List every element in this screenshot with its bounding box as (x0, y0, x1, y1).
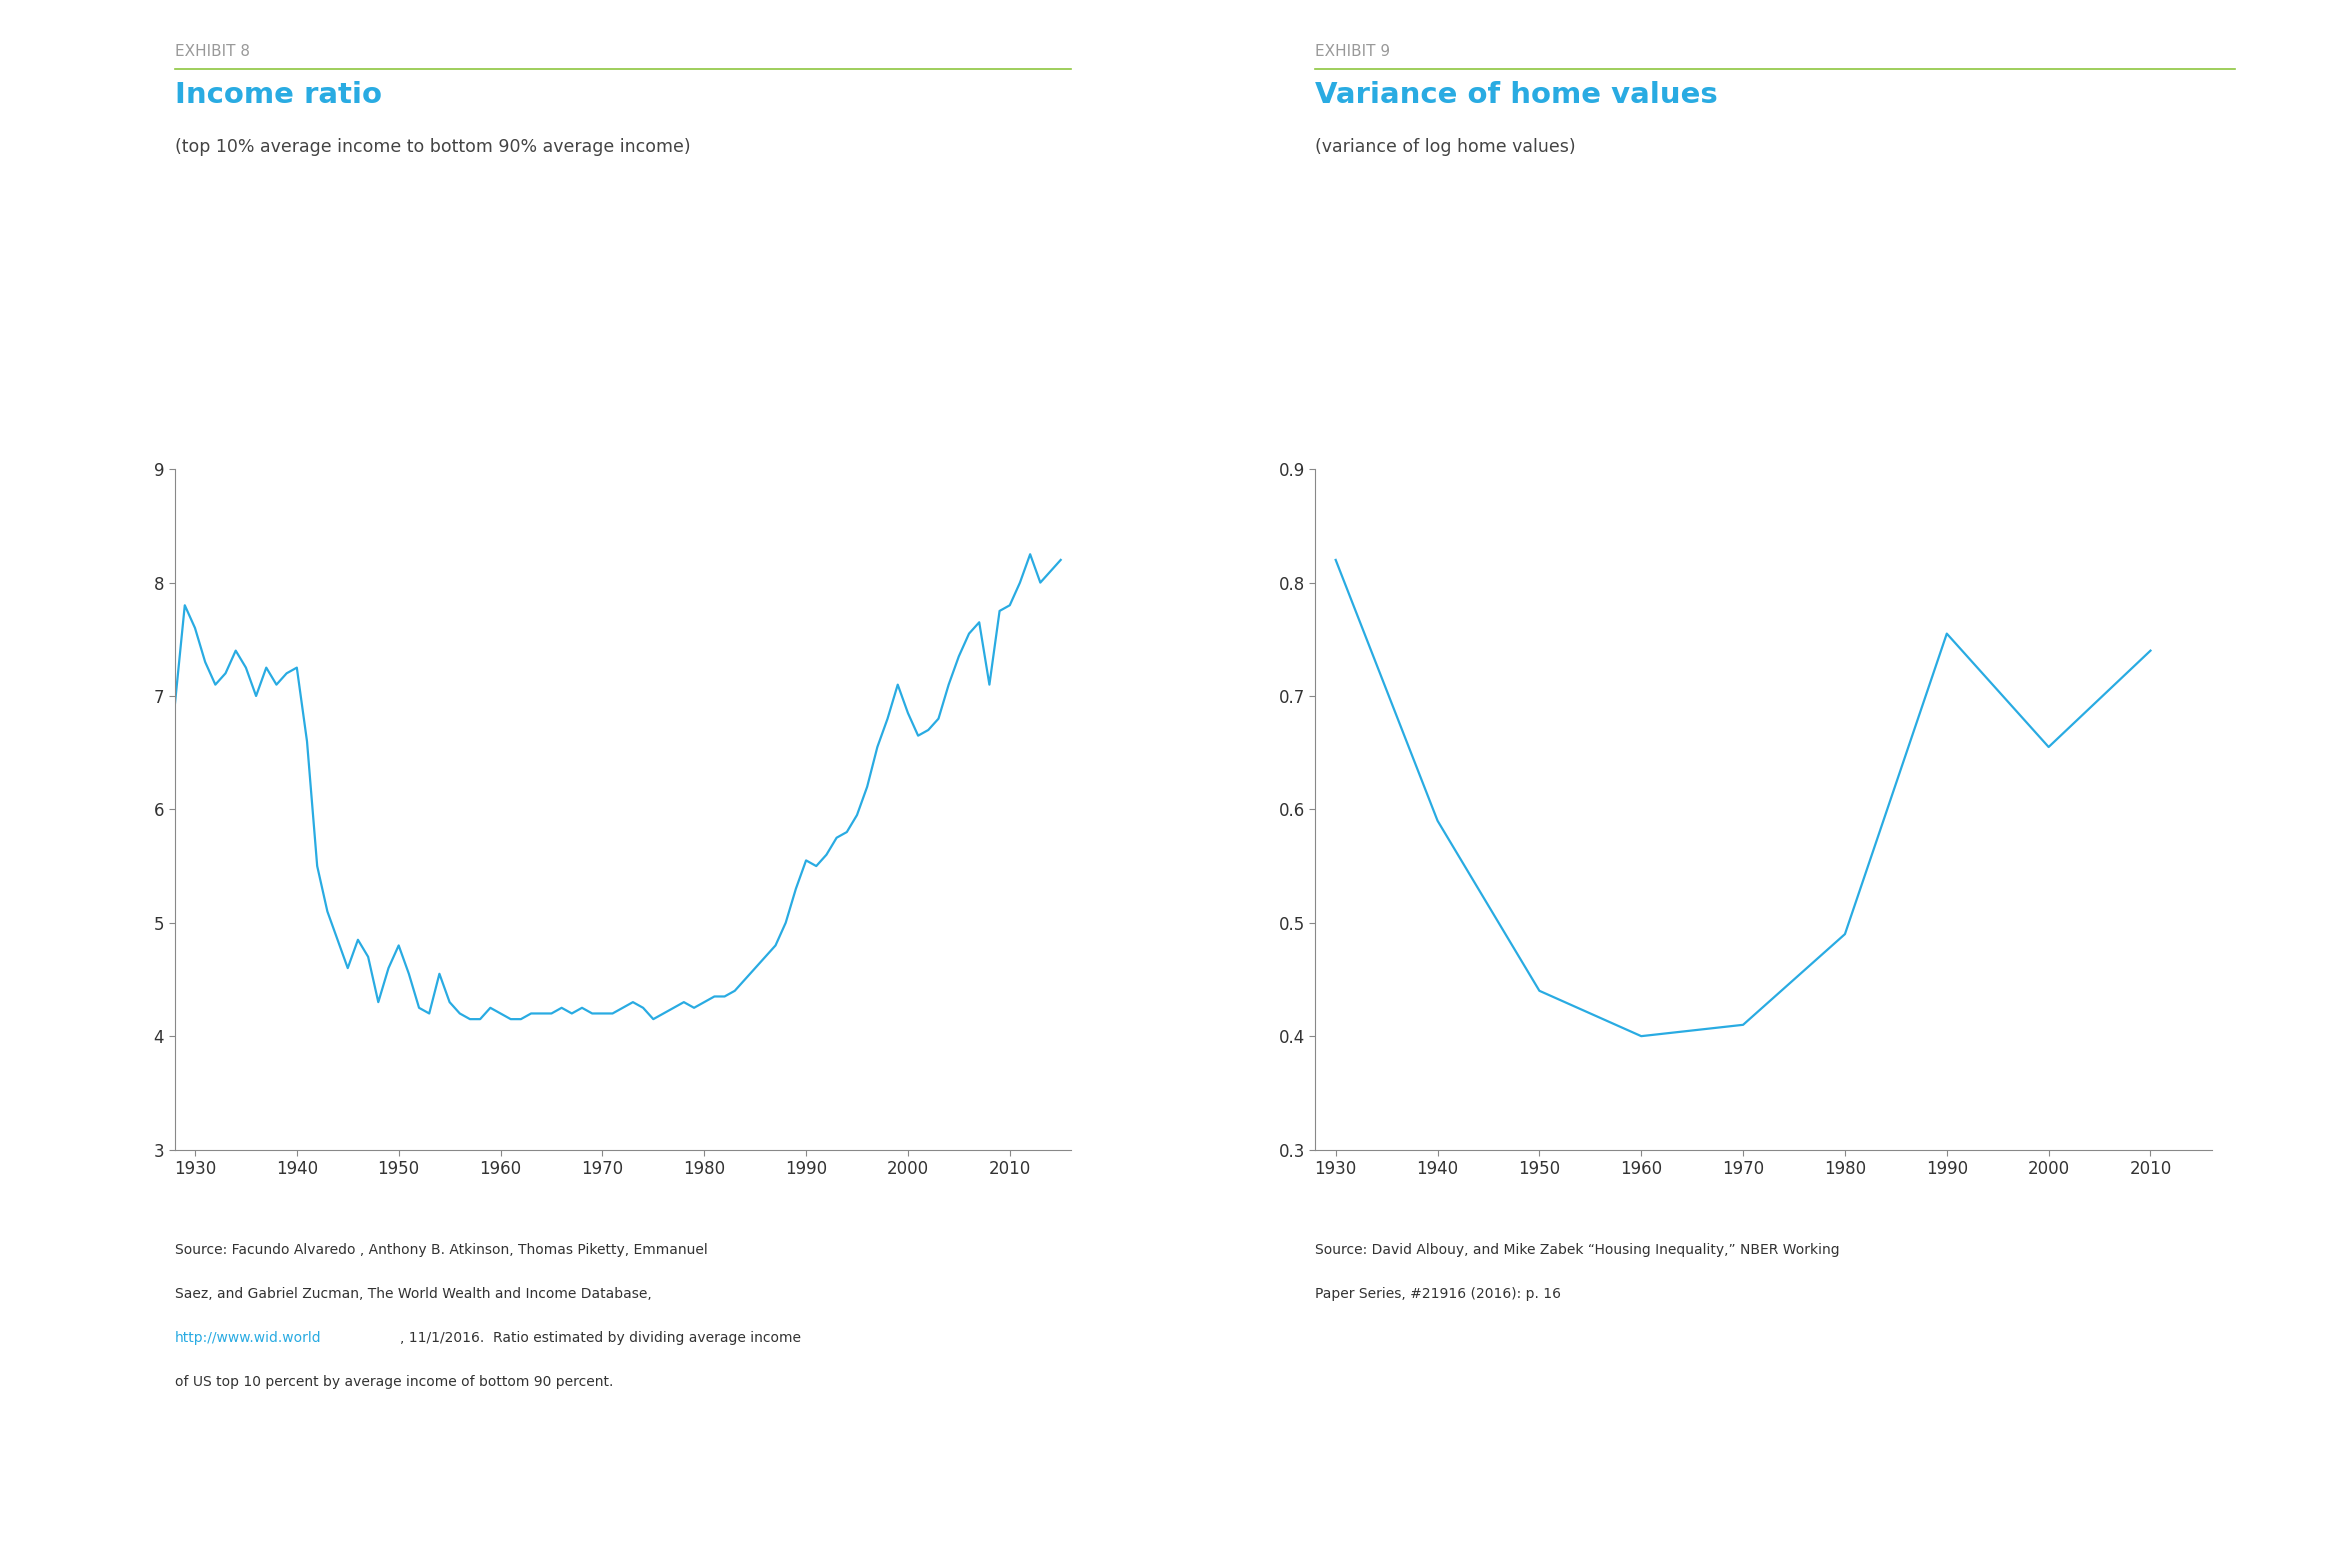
Text: Income ratio: Income ratio (175, 81, 382, 109)
Text: EXHIBIT 8: EXHIBIT 8 (175, 44, 249, 59)
Text: of US top 10 percent by average income of bottom 90 percent.: of US top 10 percent by average income o… (175, 1375, 612, 1389)
Text: Source: Facundo Alvaredo , Anthony B. Atkinson, Thomas Piketty, Emmanuel: Source: Facundo Alvaredo , Anthony B. At… (175, 1243, 708, 1257)
Text: Saez, and Gabriel Zucman, The World Wealth and Income Database,: Saez, and Gabriel Zucman, The World Weal… (175, 1287, 652, 1301)
Text: (variance of log home values): (variance of log home values) (1315, 138, 1576, 156)
Text: Source: David Albouy, and Mike Zabek “Housing Inequality,” NBER Working: Source: David Albouy, and Mike Zabek “Ho… (1315, 1243, 1839, 1257)
Text: EXHIBIT 9: EXHIBIT 9 (1315, 44, 1390, 59)
Text: Paper Series, #21916 (2016): p. 16: Paper Series, #21916 (2016): p. 16 (1315, 1287, 1562, 1301)
Text: (top 10% average income to bottom 90% average income): (top 10% average income to bottom 90% av… (175, 138, 689, 156)
Text: http://www.wid.world: http://www.wid.world (175, 1331, 321, 1345)
Text: , 11/1/2016.  Ratio estimated by dividing average income: , 11/1/2016. Ratio estimated by dividing… (400, 1331, 801, 1345)
Text: Variance of home values: Variance of home values (1315, 81, 1718, 109)
